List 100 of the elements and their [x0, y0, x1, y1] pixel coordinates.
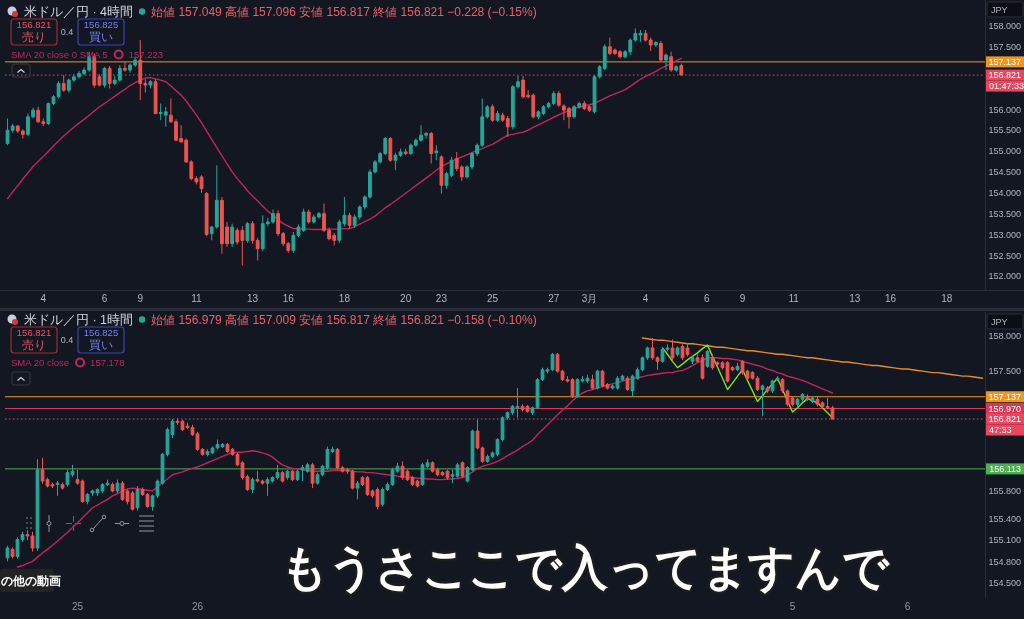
- x-tick-label: 16: [282, 293, 295, 304]
- annotation: 156.825: [83, 327, 119, 338]
- y-tick-label: 155.000: [988, 146, 1021, 157]
- candlestick: [434, 144, 439, 161]
- x-tick-label: 16: [885, 293, 897, 304]
- x-tick-label: 11: [788, 293, 800, 304]
- candlestick: [760, 384, 765, 417]
- candlestick: [117, 64, 122, 83]
- y-tick-label: 153.500: [988, 208, 1021, 219]
- candlestick: [355, 480, 360, 500]
- candlestick: [805, 393, 810, 402]
- x-tick-label: 11: [191, 293, 203, 304]
- y-axis-title: JPY: [991, 317, 1008, 327]
- candlestick: [5, 545, 10, 562]
- candlestick: [306, 208, 311, 225]
- y-tick-label: 157.500: [988, 41, 1021, 52]
- candlestick: [102, 66, 107, 89]
- candlestick: [658, 40, 663, 63]
- candlestick: [153, 78, 158, 115]
- candlestick: [670, 338, 675, 361]
- candlestick: [505, 115, 510, 138]
- ref-line-label: 157.137: [988, 57, 1021, 68]
- x-tick-label: 13: [849, 293, 861, 304]
- candlestick: [295, 469, 300, 482]
- candlestick: [582, 100, 587, 111]
- candlestick: [135, 485, 140, 512]
- candlestick: [123, 61, 127, 73]
- x-tick-label: 9: [739, 293, 746, 304]
- annotation: 0.4: [60, 335, 74, 345]
- candlestick: [403, 148, 408, 156]
- annotation: もうさここで入ってますんで: [281, 541, 917, 595]
- y-tick-label: 158.000: [988, 331, 1021, 342]
- x-tick-label: 25: [486, 293, 499, 304]
- x-tick-label: 4: [40, 293, 47, 304]
- y-tick-label: 155.800: [988, 486, 1021, 497]
- text: 47:33: [989, 425, 1012, 436]
- candlestick: [230, 223, 235, 248]
- annotation: 買い: [89, 30, 113, 44]
- candlestick: [204, 191, 209, 237]
- candlestick: [735, 362, 740, 372]
- y-axis-title: JPY: [991, 5, 1008, 15]
- text: SMA 20 close: [11, 357, 70, 368]
- ref-line-label: 156.821: [988, 70, 1021, 81]
- candlestick: [110, 481, 115, 493]
- x-tick-label: 6: [101, 293, 108, 304]
- candlestick: [85, 492, 90, 505]
- y-tick-label: 155.400: [988, 514, 1021, 525]
- candlestick: [590, 374, 595, 390]
- candlestick: [347, 212, 352, 230]
- candlestick: [439, 154, 444, 195]
- candlestick: [20, 128, 25, 140]
- annotation: 売り: [22, 338, 46, 352]
- candlestick: [770, 379, 775, 394]
- y-tick-label: 155.500: [988, 125, 1021, 136]
- x-tick-label: 20: [400, 293, 412, 304]
- candlestick: [653, 40, 658, 48]
- y-tick-label: 152.000: [988, 271, 1021, 282]
- candlestick: [310, 462, 315, 489]
- candlestick: [60, 481, 65, 491]
- x-tick-label: 6: [904, 601, 911, 612]
- candlestick: [595, 369, 600, 390]
- x-tick-label: 23: [435, 293, 448, 304]
- candlestick: [705, 349, 710, 369]
- candlestick: [10, 546, 15, 560]
- x-tick-label: 26: [191, 601, 204, 612]
- x-tick-label: 27: [548, 293, 560, 304]
- annotation: 156.825: [83, 19, 119, 30]
- line-series: [641, 337, 984, 379]
- x-tick-label: 18: [941, 293, 953, 304]
- candlestick: [664, 52, 668, 71]
- y-tick-label: 154.500: [988, 577, 1021, 588]
- y-tick-label: 158.000: [988, 21, 1021, 32]
- y-tick-label: 156.000: [988, 104, 1021, 115]
- y-tick-label: 155.100: [988, 535, 1021, 546]
- candlestick: [675, 346, 680, 357]
- y-tick-label: 157.500: [988, 366, 1021, 377]
- annotation: 売り: [22, 30, 46, 44]
- ref-line-label: 156.113: [989, 464, 1021, 475]
- candlestick: [388, 136, 393, 163]
- candlestick: [810, 396, 815, 404]
- x-tick-label: 18: [338, 293, 351, 304]
- annotation: の他の動画: [1, 574, 61, 588]
- candlestick: [115, 479, 120, 494]
- candlestick: [765, 385, 770, 394]
- candlestick: [572, 104, 577, 119]
- candlestick: [35, 458, 40, 552]
- candlestick: [285, 469, 290, 481]
- candlestick: [674, 64, 679, 73]
- candlestick: [36, 106, 41, 124]
- y-tick-label: 154.500: [988, 167, 1021, 178]
- candlestick: [290, 469, 295, 482]
- y-tick-label: 153.000: [988, 229, 1021, 240]
- annotation: 0.4: [60, 27, 74, 37]
- annotation: 買い: [89, 338, 113, 352]
- x-tick-label: 6: [704, 293, 711, 304]
- candlestick: [551, 90, 556, 106]
- x-tick-label: 25: [71, 601, 84, 612]
- candlestick: [775, 375, 780, 382]
- candlestick: [245, 221, 250, 244]
- chart-title: 米ドル／円 · 1時間: [24, 313, 134, 327]
